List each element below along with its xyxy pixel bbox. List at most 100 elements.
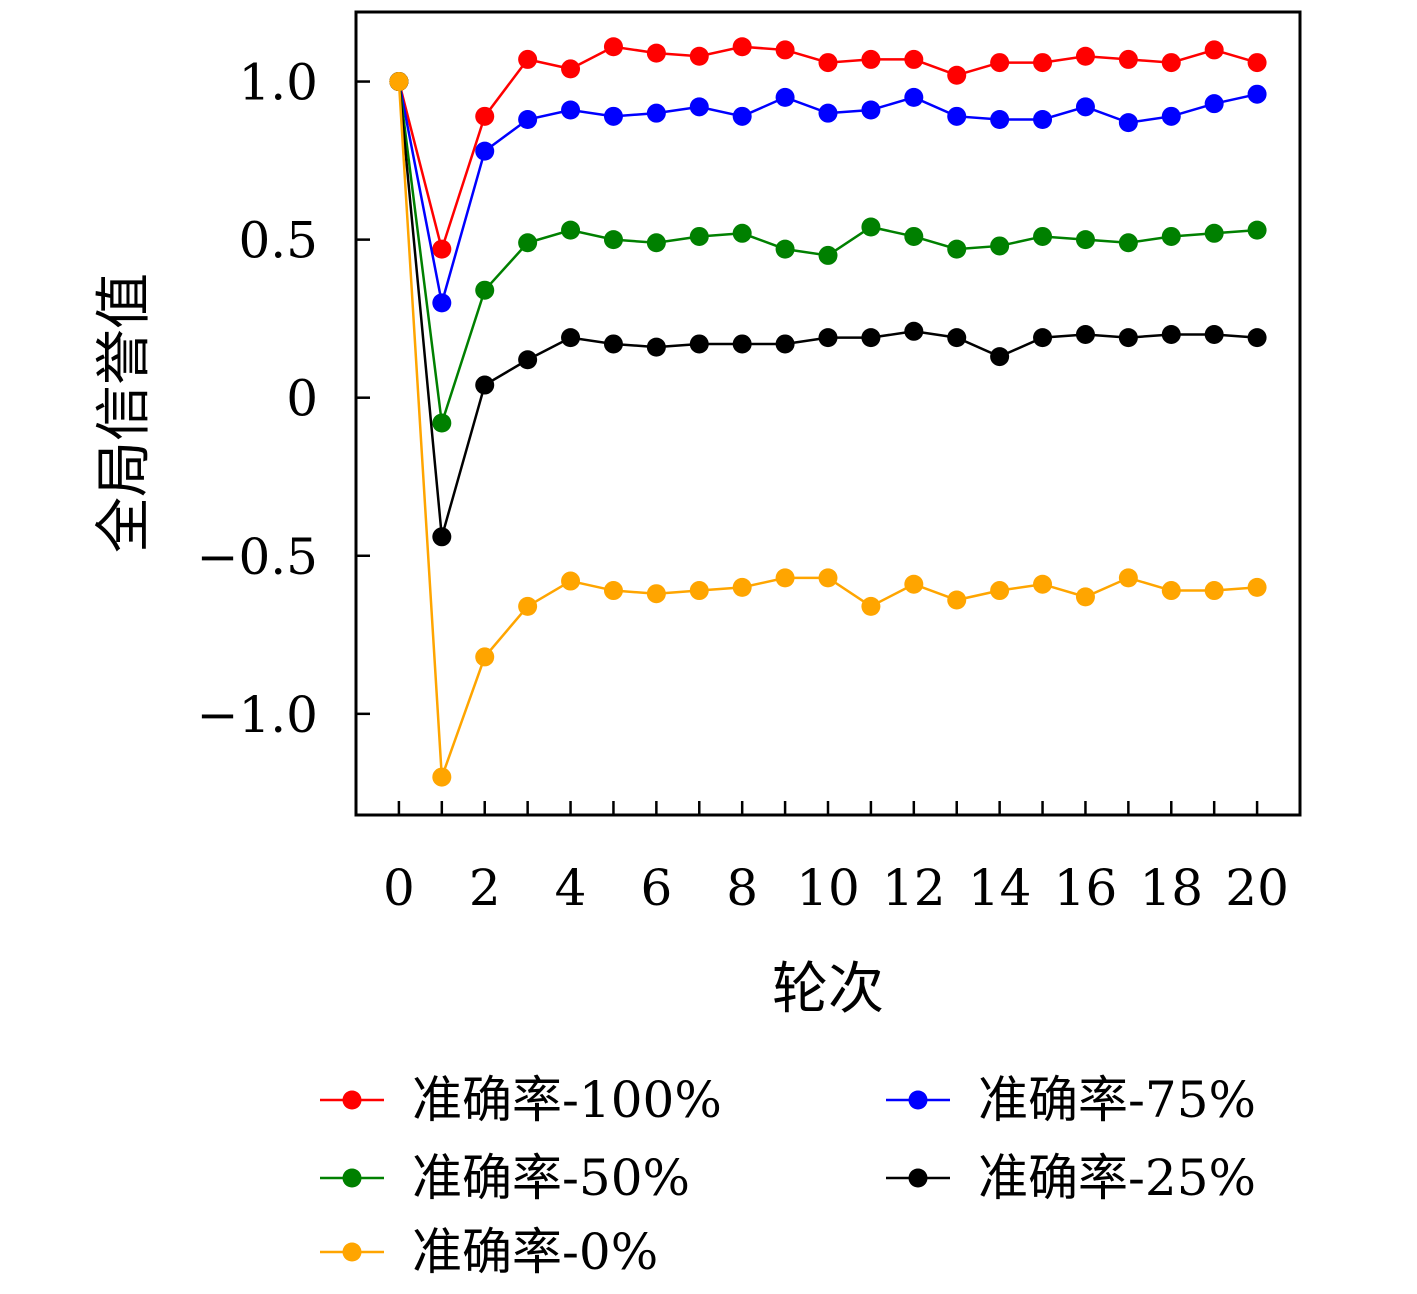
data-point xyxy=(861,217,881,237)
x-tick-label: 0 xyxy=(383,859,415,917)
series-1 xyxy=(389,72,1267,313)
legend-marker xyxy=(908,1090,928,1110)
data-point xyxy=(947,106,967,126)
data-point xyxy=(947,239,967,259)
data-point xyxy=(990,236,1010,256)
data-point xyxy=(1204,40,1224,60)
series-line xyxy=(397,81,1258,778)
data-point xyxy=(1204,94,1224,114)
series-3 xyxy=(389,72,1267,547)
data-point xyxy=(1161,106,1181,126)
data-point xyxy=(689,581,709,601)
data-point xyxy=(1075,324,1095,344)
data-point xyxy=(904,321,924,341)
data-point xyxy=(475,375,495,395)
data-point xyxy=(904,226,924,246)
x-tick-label: 18 xyxy=(1139,859,1203,917)
x-tick-label: 2 xyxy=(469,859,501,917)
data-point xyxy=(1075,587,1095,607)
data-point xyxy=(518,596,538,616)
y-tick-label: 0 xyxy=(286,370,318,428)
data-point xyxy=(775,334,795,354)
data-point xyxy=(1247,328,1267,348)
data-point xyxy=(561,100,581,120)
x-tick-label: 6 xyxy=(640,859,672,917)
data-point xyxy=(990,581,1010,601)
x-tick-label: 10 xyxy=(796,859,860,917)
legend-item-2: 准确率-50% xyxy=(320,1149,690,1207)
data-point xyxy=(1247,577,1267,597)
data-point xyxy=(1247,53,1267,73)
data-point xyxy=(561,571,581,591)
legend-marker xyxy=(342,1168,362,1188)
data-point xyxy=(475,141,495,161)
series-line xyxy=(397,45,1258,254)
data-point xyxy=(990,53,1010,73)
data-point xyxy=(1075,97,1095,117)
data-point xyxy=(904,49,924,69)
data-point xyxy=(432,413,452,433)
data-point xyxy=(1161,324,1181,344)
x-tick-label: 20 xyxy=(1225,859,1289,917)
data-point xyxy=(646,584,666,604)
data-point xyxy=(1118,568,1138,588)
data-point xyxy=(689,46,709,66)
data-point xyxy=(861,100,881,120)
data-point xyxy=(732,106,752,126)
data-point xyxy=(732,577,752,597)
data-point xyxy=(818,53,838,73)
legend-label: 准确率-100% xyxy=(412,1071,722,1129)
data-point xyxy=(603,37,623,57)
data-point xyxy=(818,568,838,588)
legend-item-4: 准确率-0% xyxy=(320,1223,658,1281)
data-point xyxy=(603,106,623,126)
data-point xyxy=(1247,220,1267,240)
data-point xyxy=(561,220,581,240)
data-point xyxy=(1118,49,1138,69)
legend-item-0: 准确率-100% xyxy=(320,1071,722,1129)
legend-label: 准确率-50% xyxy=(412,1149,690,1207)
x-tick-label: 8 xyxy=(726,859,758,917)
data-point xyxy=(689,226,709,246)
plot-area: 0 2 4 6 8 10 12 14 16 18 201.00.50−0.5−1.0 xyxy=(197,10,1302,917)
data-point xyxy=(1161,581,1181,601)
data-point xyxy=(1204,581,1224,601)
data-point xyxy=(1118,233,1138,253)
data-point xyxy=(818,328,838,348)
legend-item-1: 准确率-75% xyxy=(886,1071,1256,1129)
data-point xyxy=(475,106,495,126)
data-point xyxy=(603,230,623,250)
data-point xyxy=(732,334,752,354)
series-2 xyxy=(389,72,1267,433)
data-point xyxy=(861,49,881,69)
data-point xyxy=(518,49,538,69)
data-point xyxy=(947,328,967,348)
legend-marker xyxy=(342,1242,362,1262)
data-point xyxy=(603,581,623,601)
data-point xyxy=(432,293,452,313)
series-0 xyxy=(389,37,1267,259)
data-point xyxy=(518,350,538,370)
legend-marker xyxy=(908,1168,928,1188)
data-point xyxy=(990,347,1010,367)
series-line xyxy=(397,81,1258,538)
data-point xyxy=(1075,46,1095,66)
data-point xyxy=(1161,226,1181,246)
data-point xyxy=(1204,223,1224,243)
data-point xyxy=(646,43,666,63)
data-point xyxy=(1033,574,1053,594)
x-tick-label: 12 xyxy=(882,859,946,917)
data-point xyxy=(561,59,581,79)
data-point xyxy=(646,233,666,253)
data-point xyxy=(818,245,838,265)
data-point xyxy=(732,37,752,57)
series-4 xyxy=(389,72,1267,787)
data-point xyxy=(389,72,409,92)
legend-marker xyxy=(342,1090,362,1110)
data-point xyxy=(1204,324,1224,344)
data-point xyxy=(603,334,623,354)
data-point xyxy=(518,233,538,253)
data-point xyxy=(1033,109,1053,129)
data-point xyxy=(861,596,881,616)
